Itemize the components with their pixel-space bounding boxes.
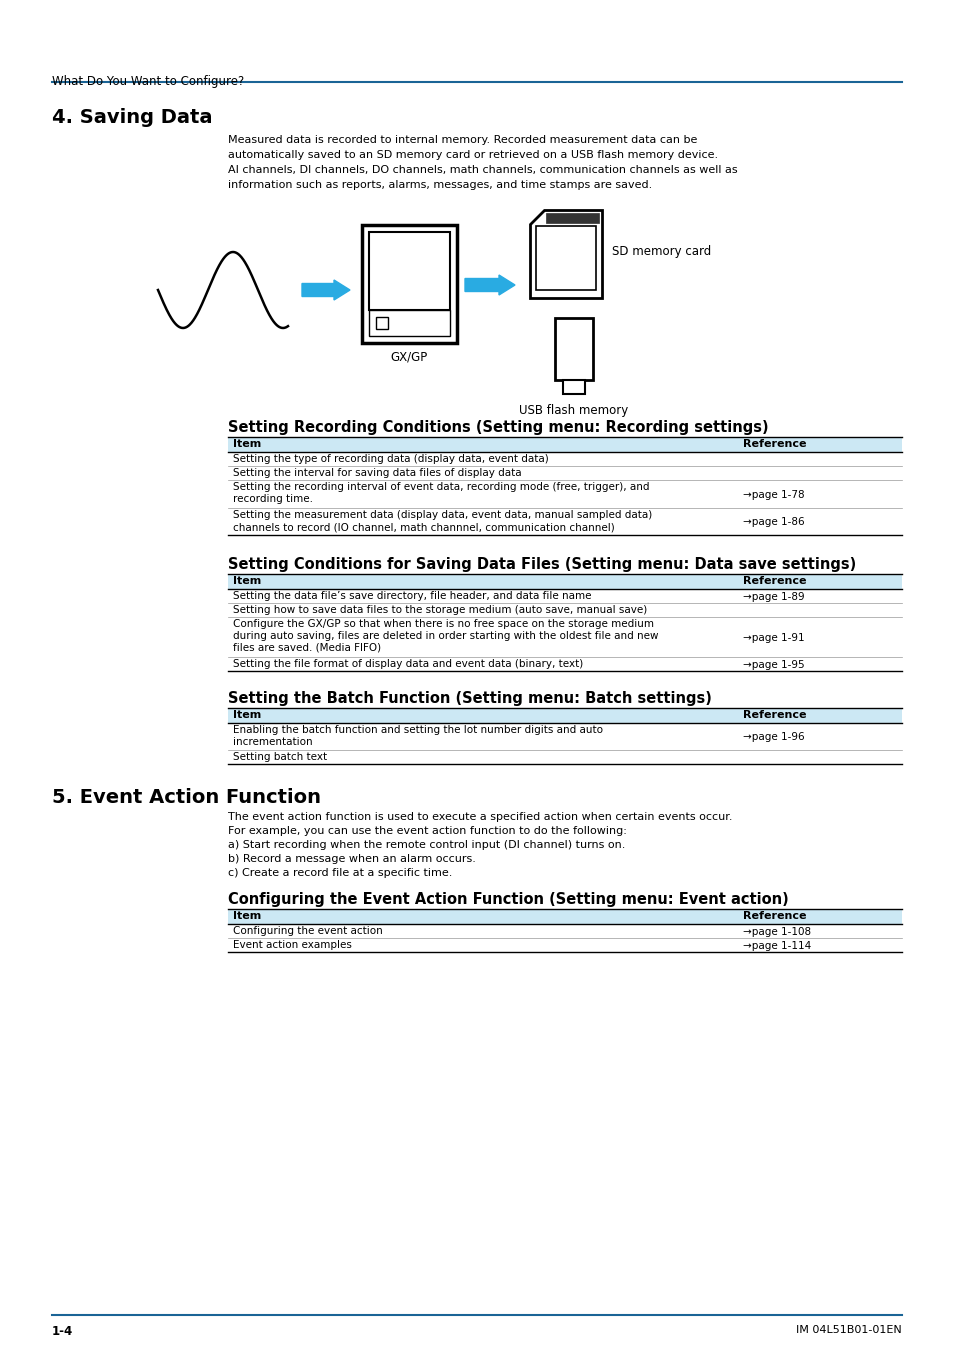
Text: AI channels, DI channels, DO channels, math channels, communication channels as : AI channels, DI channels, DO channels, m… [228,165,737,176]
Text: Enabling the batch function and setting the lot number digits and auto: Enabling the batch function and setting … [233,725,602,734]
FancyArrow shape [302,279,350,300]
FancyArrow shape [464,275,515,296]
Text: Setting Conditions for Saving Data Files (Setting menu: Data save settings): Setting Conditions for Saving Data Files… [228,558,856,572]
Text: Setting the file format of display data and event data (binary, text): Setting the file format of display data … [233,659,582,670]
Text: For example, you can use the event action function to do the following:: For example, you can use the event actio… [228,826,626,836]
Text: →page 1-95: →page 1-95 [742,660,803,670]
Circle shape [408,317,419,329]
Text: incrementation: incrementation [233,737,313,747]
Text: Reference: Reference [742,576,805,586]
Text: Configure the GX/GP so that when there is no free space on the storage medium: Configure the GX/GP so that when there i… [233,620,654,629]
Text: →page 1-86: →page 1-86 [742,517,803,526]
Text: Configuring the Event Action Function (Setting menu: Event action): Configuring the Event Action Function (S… [228,892,788,907]
Circle shape [424,319,433,327]
Text: b) Record a message when an alarm occurs.: b) Record a message when an alarm occurs… [228,855,476,864]
Text: Setting batch text: Setting batch text [233,752,327,761]
Text: Measured data is recorded to internal memory. Recorded measurement data can be: Measured data is recorded to internal me… [228,135,697,144]
Text: automatically saved to an SD memory card or retrieved on a USB flash memory devi: automatically saved to an SD memory card… [228,150,718,161]
Text: Setting the Batch Function (Setting menu: Batch settings): Setting the Batch Function (Setting menu… [228,691,711,706]
Text: Setting the interval for saving data files of display data: Setting the interval for saving data fil… [233,468,521,478]
Bar [228,574,901,589]
Bar [375,317,388,329]
Text: →page 1-91: →page 1-91 [742,633,803,643]
Bar [536,225,596,290]
Text: What Do You Want to Configure?: What Do You Want to Configure? [52,76,244,88]
Bar [369,232,450,310]
Text: →page 1-114: →page 1-114 [742,941,810,950]
Bar [369,310,450,336]
Bar [562,379,584,394]
Bar [228,437,901,452]
Text: a) Start recording when the remote control input (DI channel) turns on.: a) Start recording when the remote contr… [228,840,625,850]
Text: →page 1-78: →page 1-78 [742,490,803,500]
Text: Item: Item [233,439,261,450]
Text: →page 1-89: →page 1-89 [742,593,803,602]
Text: Setting how to save data files to the storage medium (auto save, manual save): Setting how to save data files to the st… [233,605,646,616]
Circle shape [407,336,411,340]
Text: GX/GP: GX/GP [391,351,428,364]
Text: USB flash memory: USB flash memory [518,404,628,417]
Text: Setting the type of recording data (display data, event data): Setting the type of recording data (disp… [233,454,548,464]
Text: Setting the data file’s save directory, file header, and data file name: Setting the data file’s save directory, … [233,591,591,601]
Text: files are saved. (Media FIFO): files are saved. (Media FIFO) [233,643,381,653]
Bar [228,909,901,923]
Text: during auto saving, files are deleted in order starting with the oldest file and: during auto saving, files are deleted in… [233,630,658,641]
Text: Setting the measurement data (display data, event data, manual sampled data): Setting the measurement data (display da… [233,510,652,520]
Text: Item: Item [233,710,261,720]
Text: The event action function is used to execute a specified action when certain eve: The event action function is used to exe… [228,811,732,822]
Text: Item: Item [233,576,261,586]
Bar [555,319,593,379]
Text: 4. Saving Data: 4. Saving Data [52,108,213,127]
Text: SD memory card: SD memory card [612,246,711,258]
Text: 1-4: 1-4 [52,1324,73,1338]
Text: Reference: Reference [742,439,805,450]
Text: Setting Recording Conditions (Setting menu: Recording settings): Setting Recording Conditions (Setting me… [228,420,768,435]
Text: →page 1-96: →page 1-96 [742,732,803,742]
Bar [545,213,598,223]
Text: Reference: Reference [742,911,805,921]
Text: Reference: Reference [742,710,805,720]
Text: recording time.: recording time. [233,494,313,504]
Text: Setting the recording interval of event data, recording mode (free, trigger), an: Setting the recording interval of event … [233,482,649,491]
Text: Configuring the event action: Configuring the event action [233,926,382,936]
Text: →page 1-108: →page 1-108 [742,927,810,937]
Text: 5. Event Action Function: 5. Event Action Function [52,788,320,807]
Bar [228,707,901,724]
Text: information such as reports, alarms, messages, and time stamps are saved.: information such as reports, alarms, mes… [228,180,652,190]
Text: c) Create a record file at a specific time.: c) Create a record file at a specific ti… [228,868,452,878]
Polygon shape [530,211,601,298]
Text: channels to record (IO channel, math channnel, communication channel): channels to record (IO channel, math cha… [233,522,614,532]
Bar [361,225,456,343]
Text: IM 04L51B01-01EN: IM 04L51B01-01EN [796,1324,901,1335]
Text: Event action examples: Event action examples [233,940,352,950]
Text: Item: Item [233,911,261,921]
